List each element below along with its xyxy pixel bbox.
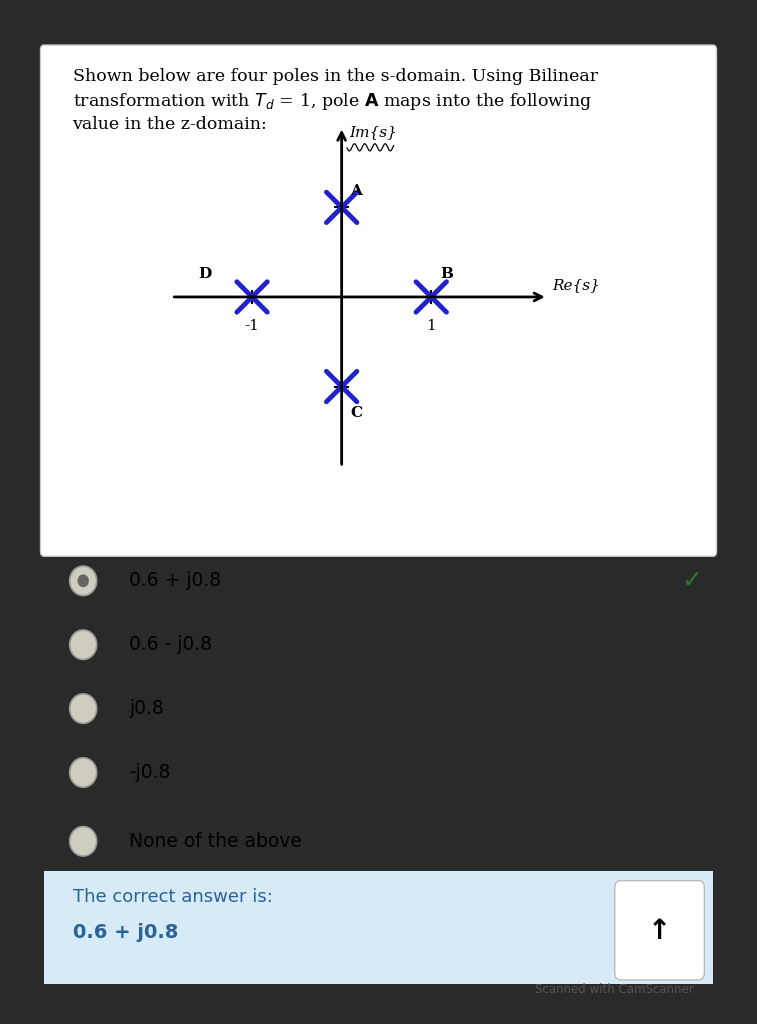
Text: 1: 1: [426, 319, 436, 334]
Text: A: A: [350, 184, 363, 199]
Text: 0.6 + j0.8: 0.6 + j0.8: [129, 571, 222, 590]
Text: Scanned with CamScanner: Scanned with CamScanner: [535, 983, 694, 995]
Text: None of the above: None of the above: [129, 831, 302, 851]
Text: Im{s}: Im{s}: [349, 125, 397, 139]
Text: j0.8: j0.8: [129, 699, 164, 718]
Ellipse shape: [77, 574, 89, 587]
Text: transformation with $T_d$ = 1, pole $\mathbf{A}$ maps into the following: transformation with $T_d$ = 1, pole $\ma…: [73, 91, 591, 113]
Ellipse shape: [70, 566, 97, 596]
FancyBboxPatch shape: [44, 870, 713, 984]
Text: B: B: [441, 267, 453, 281]
Text: ↑: ↑: [648, 916, 671, 945]
Ellipse shape: [70, 630, 97, 659]
FancyBboxPatch shape: [41, 45, 716, 556]
Text: value in the z-domain:: value in the z-domain:: [73, 116, 267, 133]
Text: Shown below are four poles in the s-domain. Using Bilinear: Shown below are four poles in the s-doma…: [73, 68, 597, 85]
Text: D: D: [198, 267, 211, 281]
Ellipse shape: [70, 758, 97, 787]
Text: 0.6 - j0.8: 0.6 - j0.8: [129, 635, 213, 654]
Ellipse shape: [70, 826, 97, 856]
Ellipse shape: [70, 694, 97, 723]
Text: ✓: ✓: [681, 568, 702, 593]
Text: C: C: [350, 407, 363, 420]
Text: -j0.8: -j0.8: [129, 763, 171, 782]
Text: -1: -1: [245, 319, 260, 334]
Text: 0.6 + j0.8: 0.6 + j0.8: [73, 923, 178, 942]
Text: The correct answer is:: The correct answer is:: [73, 888, 273, 905]
FancyBboxPatch shape: [615, 881, 705, 980]
Text: Re{s}: Re{s}: [552, 279, 600, 293]
